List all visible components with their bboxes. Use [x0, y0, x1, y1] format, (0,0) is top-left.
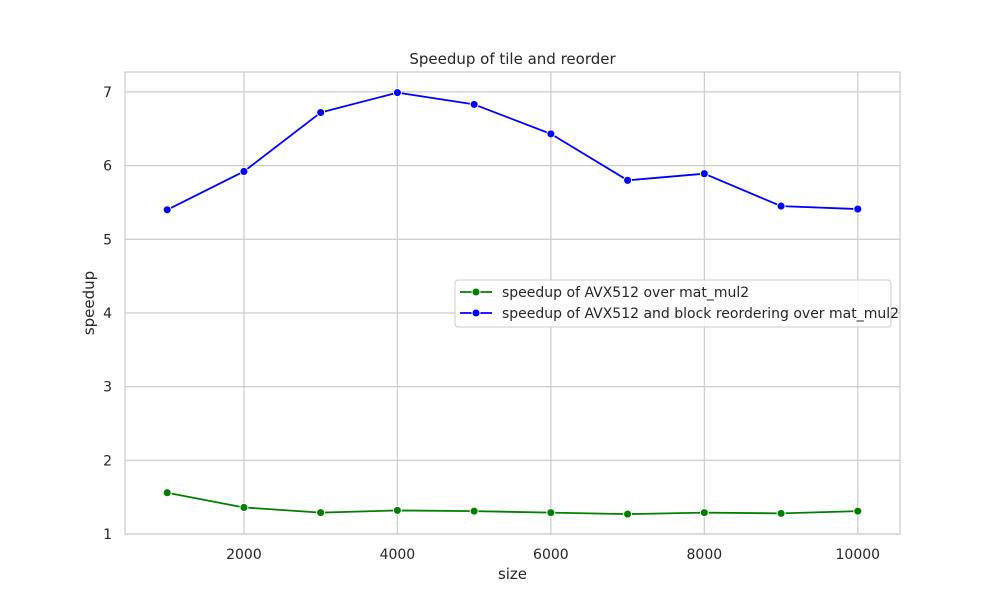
data-point: [776, 508, 786, 518]
data-point: [853, 204, 863, 214]
legend-label: speedup of AVX512 over mat_mul2: [502, 285, 749, 301]
x-tick-label: 4000: [380, 547, 416, 563]
data-point: [316, 108, 326, 117]
x-axis-title: size: [498, 565, 527, 583]
y-tick-label: 1: [103, 527, 112, 543]
series-1: [162, 488, 863, 519]
x-tick-label: 6000: [533, 547, 569, 563]
data-point: [162, 488, 172, 498]
plot-frame: [124, 71, 901, 535]
data-point: [546, 129, 556, 139]
data-point: [699, 169, 709, 179]
legend-box: [454, 279, 892, 328]
data-point: [623, 509, 633, 519]
legend-item: speedup of AVX512 and block reordering o…: [460, 306, 899, 322]
data-point: [469, 99, 479, 109]
legend-marker: [471, 287, 481, 297]
x-tick-label: 8000: [687, 547, 723, 563]
data-point: [469, 506, 479, 516]
y-tick-label: 6: [103, 159, 112, 175]
y-tick-label: 3: [103, 380, 112, 396]
data-point: [776, 201, 786, 211]
tick-labels: 2000 4000 6000 8000 10000 1 2 3 4 5 6 7: [103, 85, 880, 563]
chart-title: Speedup of tile and reorder: [409, 50, 616, 68]
legend-label: speedup of AVX512 and block reordering o…: [502, 306, 899, 322]
series-line: [167, 491, 858, 516]
series: [162, 88, 863, 519]
data-point: [546, 508, 556, 518]
series-2: [162, 88, 863, 215]
data-point: [239, 167, 249, 176]
data-point: [239, 503, 249, 512]
data-point: [316, 508, 326, 518]
y-axis-title: speedup: [80, 271, 98, 335]
data-point: [699, 508, 709, 518]
y-tick-label: 2: [103, 453, 112, 469]
y-tick-label: 4: [103, 306, 112, 322]
x-tick-label: 10000: [836, 547, 881, 563]
x-tick-label: 2000: [226, 547, 262, 563]
data-point: [853, 506, 863, 516]
y-tick-label: 7: [103, 85, 112, 101]
data-point: [392, 88, 402, 98]
y-tick-label: 5: [103, 232, 112, 248]
legend-marker: [471, 308, 481, 318]
series-line: [166, 91, 858, 211]
legend-item: speedup of AVX512 over mat_mul2: [460, 285, 749, 301]
data-point: [162, 205, 172, 215]
data-point: [623, 175, 633, 185]
data-point: [392, 505, 402, 515]
